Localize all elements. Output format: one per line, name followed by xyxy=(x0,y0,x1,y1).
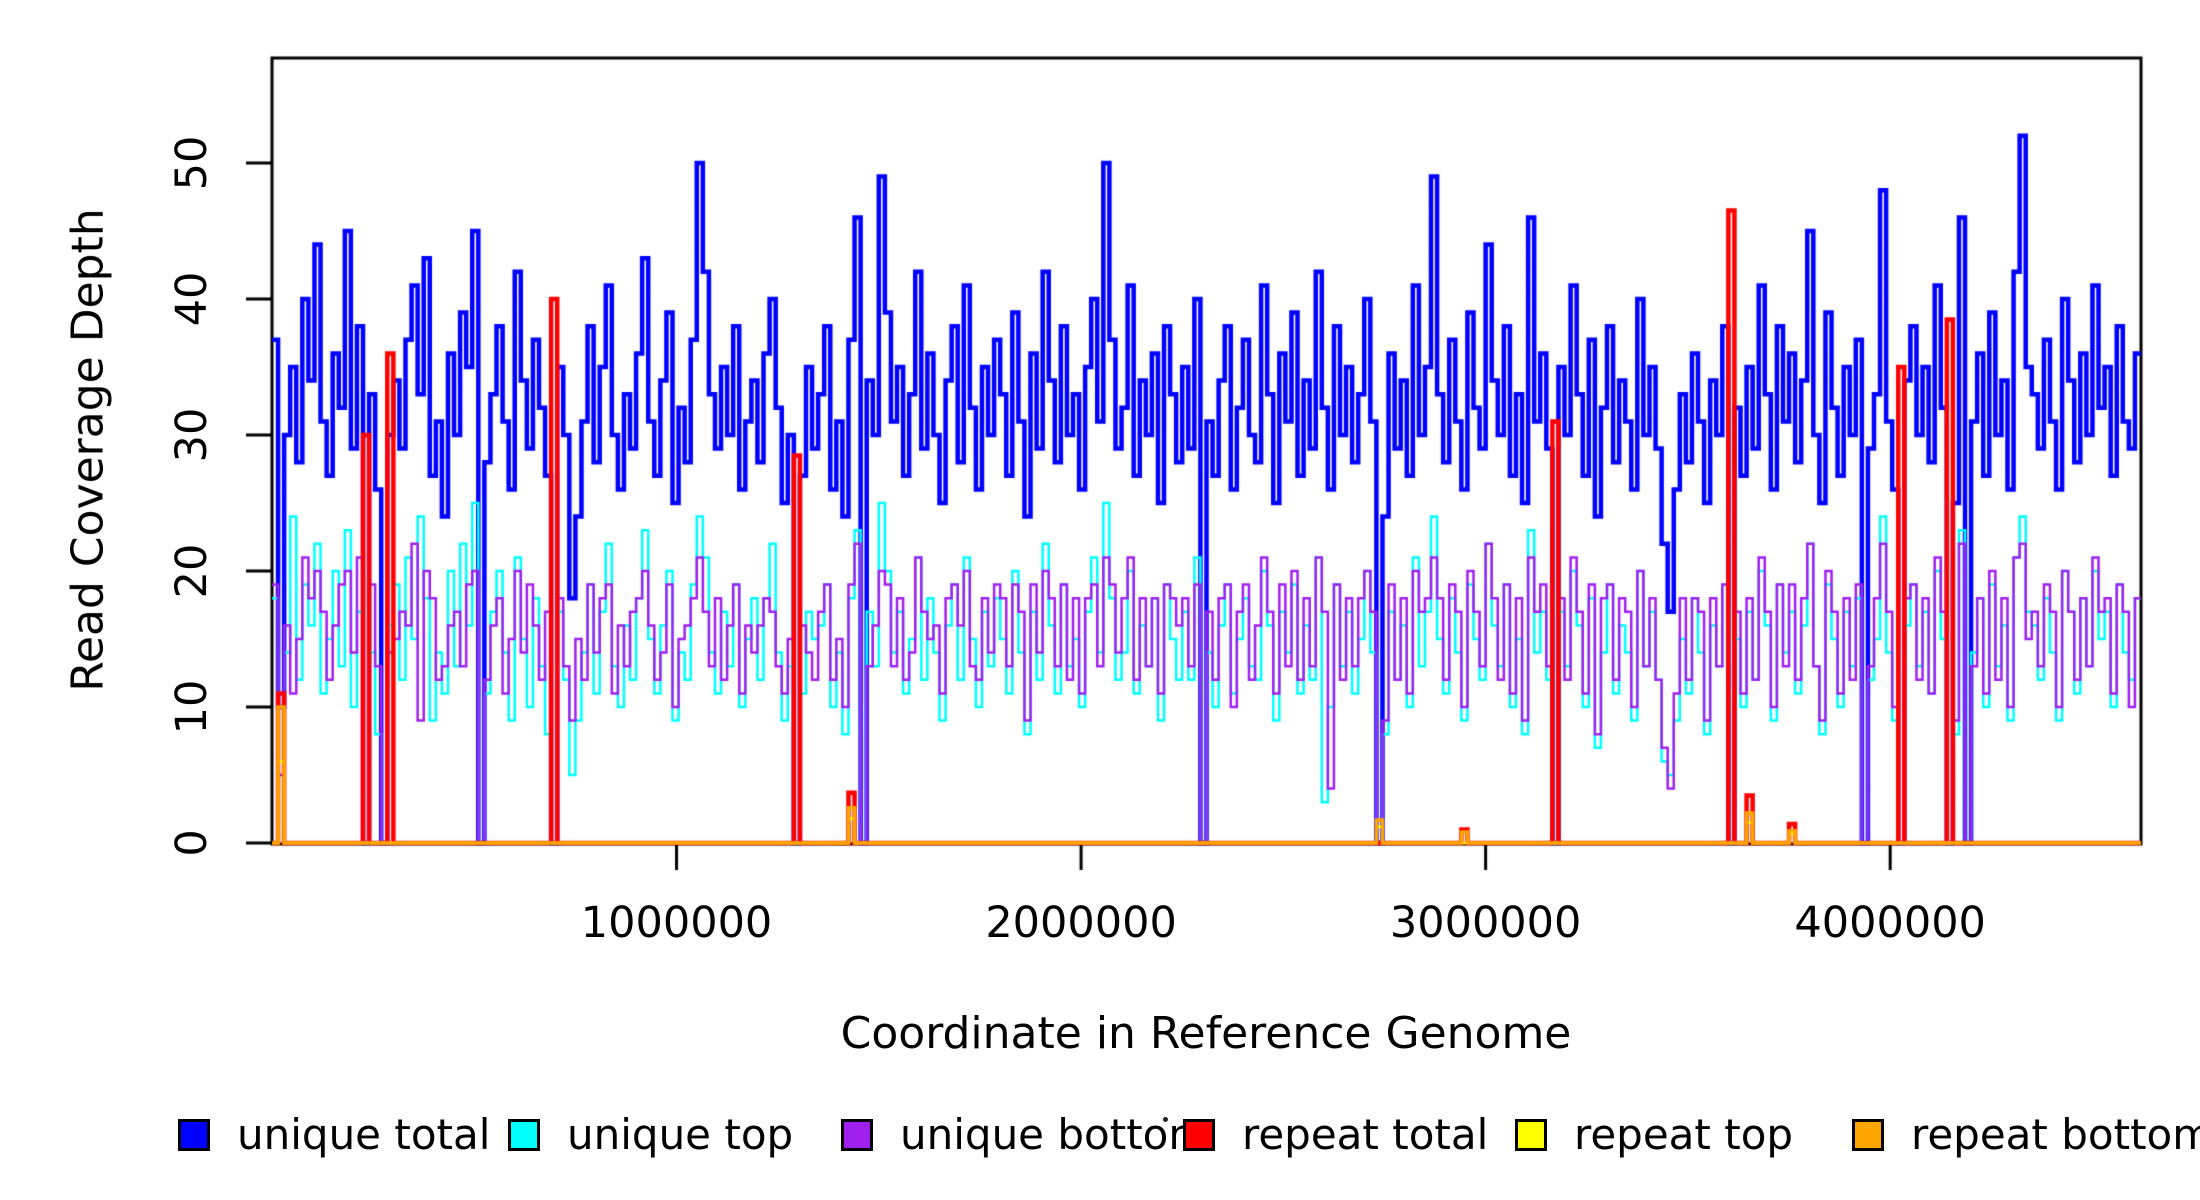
y-tick-label-30: 30 xyxy=(167,407,217,463)
y-tick-label-50: 50 xyxy=(167,135,217,191)
y-tick-label-40: 40 xyxy=(167,271,217,327)
y-tick-label-10: 10 xyxy=(167,679,217,735)
x-tick-label-3000000: 3000000 xyxy=(1389,898,1582,948)
y-axis-title: Read Coverage Depth xyxy=(62,208,114,692)
y-tick-label-0: 0 xyxy=(167,829,217,857)
x-tick-label-2000000: 2000000 xyxy=(985,898,1177,948)
y-tick-label-20: 20 xyxy=(167,543,217,599)
x-axis-title: Coordinate in Reference Genome xyxy=(840,1008,1572,1059)
legend-artifact-dot xyxy=(1163,1117,1168,1122)
x-tick-label-1000000: 1000000 xyxy=(580,898,773,948)
x-tick-label-4000000: 4000000 xyxy=(1794,898,1986,948)
